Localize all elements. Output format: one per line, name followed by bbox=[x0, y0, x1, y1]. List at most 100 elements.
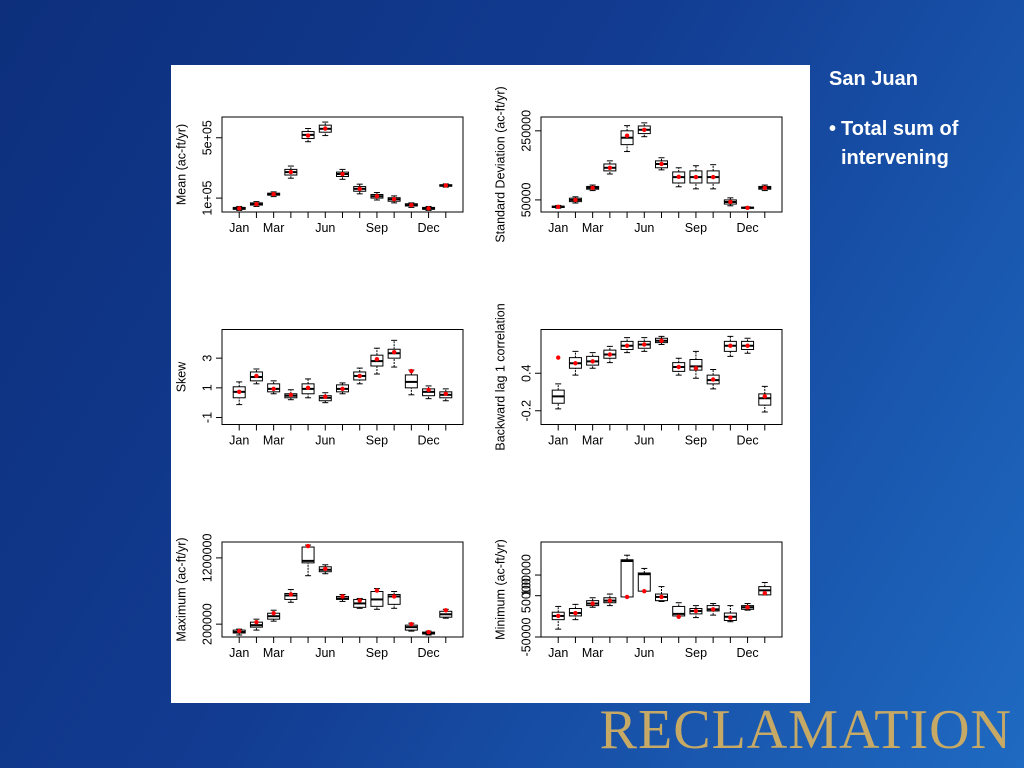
box bbox=[637, 122, 651, 138]
box bbox=[404, 368, 418, 396]
box bbox=[387, 339, 401, 368]
box bbox=[422, 629, 436, 636]
box bbox=[267, 609, 281, 622]
x-tick-label: Jan bbox=[229, 434, 249, 448]
box bbox=[232, 205, 246, 211]
observed-point bbox=[642, 127, 647, 132]
box bbox=[723, 197, 737, 207]
box bbox=[655, 586, 668, 602]
observed-point bbox=[323, 566, 328, 571]
box bbox=[267, 191, 281, 198]
box bbox=[387, 195, 401, 204]
x-tick-label: Jun bbox=[315, 434, 335, 448]
box bbox=[706, 164, 720, 190]
x-tick-label: Jun bbox=[315, 646, 335, 660]
observed-point bbox=[254, 373, 259, 379]
observed-point bbox=[728, 343, 733, 348]
x-tick-label: Dec bbox=[736, 221, 758, 235]
box bbox=[758, 184, 772, 192]
observed-point bbox=[659, 161, 664, 167]
y-tick-label: 1200000 bbox=[200, 534, 214, 583]
observed-point bbox=[556, 613, 561, 619]
observed-point bbox=[590, 185, 595, 191]
observed-point bbox=[409, 368, 414, 374]
x-tick-label: Dec bbox=[736, 434, 758, 448]
box bbox=[551, 605, 565, 630]
box bbox=[336, 168, 349, 180]
box bbox=[336, 593, 349, 602]
observed-point bbox=[607, 352, 613, 357]
observed-point bbox=[728, 199, 733, 205]
box bbox=[672, 357, 686, 376]
observed-point bbox=[624, 343, 630, 348]
y-tick-label: 0.4 bbox=[519, 365, 533, 382]
box bbox=[318, 564, 332, 575]
observed-point bbox=[288, 592, 294, 597]
observed-point bbox=[676, 364, 681, 370]
observed-point bbox=[556, 355, 561, 360]
box bbox=[318, 392, 332, 404]
x-tick-label: Jun bbox=[634, 221, 654, 235]
y-tick-label: 1e+05 bbox=[200, 180, 214, 215]
box bbox=[249, 368, 263, 385]
observed-point bbox=[391, 350, 397, 355]
box bbox=[637, 337, 651, 352]
x-tick-label: Mar bbox=[263, 434, 285, 448]
bullet: Total sum of intervening bbox=[829, 115, 1019, 173]
x-tick-label: Sep bbox=[685, 221, 707, 235]
x-tick-label: Dec bbox=[417, 646, 439, 660]
observed-point bbox=[409, 202, 414, 208]
box bbox=[370, 588, 384, 610]
x-tick-label: Mar bbox=[582, 646, 604, 660]
observed-point bbox=[254, 619, 259, 625]
y-axis-label: Standard Deviation (ac-ft/yr) bbox=[493, 86, 507, 242]
observed-point bbox=[237, 206, 242, 211]
observed-point bbox=[573, 361, 578, 366]
observed-point bbox=[391, 594, 397, 599]
box bbox=[723, 605, 737, 623]
box bbox=[370, 192, 384, 201]
observed-point bbox=[710, 607, 716, 612]
bullet-list: Total sum of intervening bbox=[829, 115, 1019, 173]
box bbox=[586, 597, 600, 608]
box bbox=[387, 590, 401, 609]
box bbox=[758, 581, 772, 596]
observed-point bbox=[357, 373, 362, 379]
observed-point bbox=[254, 201, 259, 207]
observed-point bbox=[426, 387, 431, 392]
observed-point bbox=[426, 206, 431, 211]
box bbox=[637, 567, 651, 594]
box bbox=[439, 388, 453, 402]
y-axis-label: Skew bbox=[174, 361, 188, 393]
box bbox=[568, 603, 582, 621]
box bbox=[586, 184, 600, 192]
observed-point bbox=[443, 183, 448, 188]
box bbox=[353, 183, 367, 195]
box bbox=[284, 589, 298, 603]
box bbox=[301, 543, 315, 577]
observed-point bbox=[374, 194, 380, 199]
observed-point bbox=[556, 204, 561, 210]
observed-point bbox=[607, 165, 613, 170]
x-tick-label: Dec bbox=[417, 221, 439, 235]
box bbox=[586, 352, 600, 369]
observed-point bbox=[237, 628, 242, 634]
x-tick-label: Sep bbox=[366, 434, 388, 448]
observed-point bbox=[340, 386, 345, 392]
observed-point bbox=[426, 629, 431, 635]
observed-point bbox=[357, 598, 362, 603]
x-tick-label: Sep bbox=[366, 221, 388, 235]
observed-point bbox=[305, 385, 311, 391]
y-tick-label: 1 bbox=[200, 384, 214, 391]
x-tick-label: Mar bbox=[582, 434, 604, 448]
box bbox=[267, 380, 281, 395]
box bbox=[551, 204, 565, 210]
observed-point bbox=[391, 197, 397, 202]
box bbox=[232, 381, 246, 406]
x-tick-label: Jun bbox=[634, 434, 654, 448]
x-tick-label: Jan bbox=[548, 434, 568, 448]
x-tick-label: Mar bbox=[582, 221, 604, 235]
box bbox=[249, 618, 263, 631]
box bbox=[301, 378, 315, 399]
